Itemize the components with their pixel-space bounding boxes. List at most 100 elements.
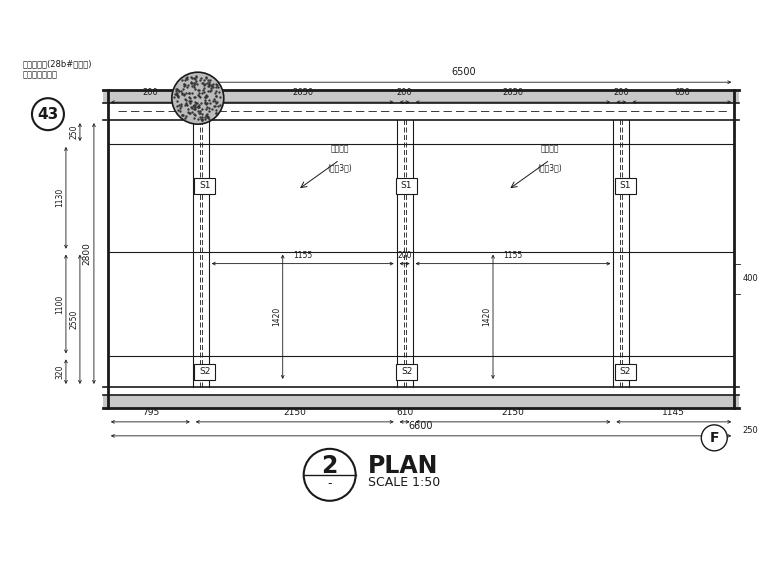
Text: 2150: 2150 [283, 408, 306, 417]
Point [196, 113, 208, 122]
Point [210, 79, 222, 88]
Point [172, 105, 184, 115]
Point [199, 90, 211, 99]
Point [179, 99, 192, 108]
Point [204, 83, 217, 92]
Point [199, 99, 211, 108]
Point [201, 91, 213, 100]
Point [211, 80, 223, 89]
Point [195, 73, 207, 82]
Text: 固定主体结构上: 固定主体结构上 [23, 70, 58, 79]
Point [190, 99, 202, 108]
Point [180, 74, 192, 83]
Point [170, 84, 182, 93]
Point [198, 92, 211, 101]
Text: (装重3吨): (装重3吨) [328, 164, 352, 173]
Text: 250: 250 [743, 426, 758, 435]
Point [199, 93, 211, 102]
Text: 2: 2 [321, 454, 338, 478]
Point [207, 79, 220, 88]
Text: 43: 43 [37, 107, 59, 121]
Point [186, 74, 198, 83]
Point [176, 75, 188, 84]
Point [203, 82, 215, 91]
Point [189, 98, 201, 107]
Text: -: - [328, 477, 332, 490]
Point [192, 103, 204, 112]
Point [176, 89, 188, 98]
Point [189, 72, 201, 82]
Point [178, 89, 190, 98]
Point [194, 106, 206, 115]
Text: 200: 200 [613, 88, 629, 97]
Point [203, 80, 215, 89]
Text: 650: 650 [674, 88, 690, 97]
Point [204, 99, 217, 108]
Point [201, 111, 213, 120]
Point [211, 102, 223, 111]
Point [207, 97, 219, 106]
Point [188, 105, 201, 114]
Point [196, 115, 208, 124]
Point [209, 101, 221, 110]
Text: 1420: 1420 [272, 307, 281, 327]
Point [200, 104, 212, 113]
Point [185, 107, 198, 116]
Point [198, 75, 210, 84]
Point [171, 101, 183, 111]
Text: 2550: 2550 [69, 310, 78, 329]
Text: 1420: 1420 [483, 307, 492, 327]
Point [175, 87, 187, 96]
Point [198, 80, 211, 89]
Text: 610: 610 [396, 408, 413, 417]
FancyBboxPatch shape [195, 364, 215, 380]
Point [202, 87, 214, 96]
Point [194, 112, 206, 121]
Text: 1100: 1100 [55, 294, 65, 314]
Point [208, 97, 220, 106]
Point [178, 82, 190, 91]
Point [173, 87, 185, 96]
Point [188, 73, 200, 82]
Point [188, 105, 201, 114]
Point [201, 99, 214, 108]
Point [190, 76, 202, 86]
Point [192, 86, 204, 95]
Point [211, 98, 223, 107]
Point [208, 101, 220, 111]
Point [201, 79, 213, 88]
Point [201, 110, 213, 119]
Point [195, 89, 207, 98]
Point [203, 114, 215, 123]
Text: 200: 200 [397, 251, 412, 259]
Point [194, 92, 206, 101]
Text: 6500: 6500 [451, 67, 476, 77]
Point [201, 82, 214, 91]
Point [188, 109, 201, 119]
Point [194, 108, 206, 117]
Point [211, 91, 223, 100]
Text: 400: 400 [743, 274, 758, 283]
Text: 吸气投影: 吸气投影 [331, 145, 349, 154]
Point [186, 88, 198, 97]
Point [200, 100, 212, 109]
Point [184, 109, 196, 118]
FancyBboxPatch shape [396, 178, 417, 194]
Point [209, 89, 221, 98]
Point [196, 104, 208, 113]
Text: 1155: 1155 [293, 251, 312, 259]
Point [197, 86, 209, 95]
Point [188, 100, 200, 109]
Point [182, 105, 194, 114]
Point [213, 88, 225, 97]
Point [183, 88, 195, 97]
Point [188, 113, 200, 122]
Point [178, 90, 190, 99]
Point [180, 95, 192, 104]
Text: 795: 795 [141, 408, 159, 417]
Point [176, 85, 188, 94]
Point [210, 91, 222, 100]
Point [201, 113, 214, 122]
Point [195, 115, 207, 124]
Point [171, 90, 183, 99]
